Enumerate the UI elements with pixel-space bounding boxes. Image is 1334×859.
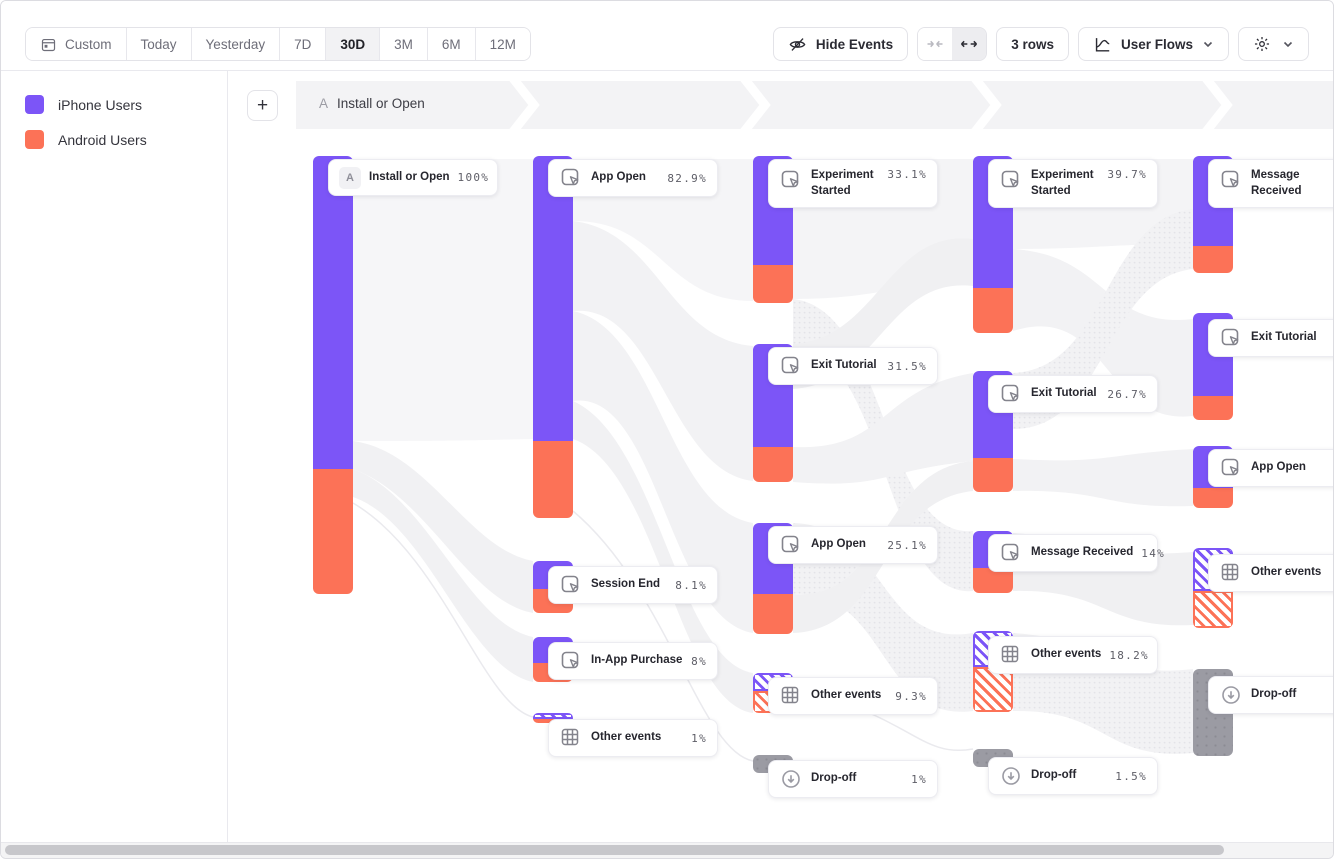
drop-off-card[interactable]: Drop-off 1.5% (988, 757, 1158, 795)
flow-step-banner (296, 74, 1333, 136)
event-card-exit-tutorial[interactable]: Exit Tutorial (1208, 319, 1333, 357)
event-click-icon (779, 533, 803, 557)
date-range-7d[interactable]: 7D (280, 28, 327, 60)
date-range-6m[interactable]: 6M (427, 28, 476, 60)
date-range-30d[interactable]: 30D (326, 28, 381, 60)
event-card-app-open[interactable]: App Open 82.9% (548, 159, 718, 197)
android-users-swatch (25, 130, 44, 149)
node-bar (313, 156, 353, 594)
event-click-icon (999, 382, 1023, 406)
collapse-columns-button[interactable] (918, 28, 953, 60)
drop-off-icon (1219, 683, 1243, 707)
add-step-button[interactable]: + (247, 90, 278, 121)
drop-off-card[interactable]: Drop-off (1208, 676, 1333, 714)
drop-off-card[interactable]: Drop-off 1% (768, 760, 938, 798)
event-click-icon (559, 573, 583, 597)
date-range-today[interactable]: Today (126, 28, 192, 60)
flow-start-breadcrumb[interactable]: A Install or Open (319, 96, 425, 111)
event-card-exit-tutorial[interactable]: Exit Tutorial 31.5% (768, 347, 938, 385)
chevron-down-icon (1283, 41, 1293, 48)
arrows-expand-icon (961, 40, 978, 48)
event-click-icon (779, 168, 803, 192)
eye-off-icon (789, 37, 806, 51)
date-range-3m[interactable]: 3M (380, 28, 428, 60)
event-click-icon (1219, 456, 1243, 480)
event-card-experiment-started[interactable]: Experiment Started 39.7% (988, 159, 1158, 209)
chevron-down-icon (1203, 41, 1213, 48)
rows-button[interactable]: 3 rows (996, 27, 1069, 61)
event-click-icon (1219, 168, 1243, 192)
date-range-selector: Custom Today Yesterday 7D 30D 3M 6M 12M (25, 27, 531, 61)
event-card-app-open[interactable]: App Open (1208, 449, 1333, 487)
other-events-card[interactable]: Other events 1% (548, 719, 718, 757)
toolbar: Custom Today Yesterday 7D 30D 3M 6M 12M … (1, 1, 1333, 71)
date-range-yesterday[interactable]: Yesterday (191, 28, 281, 60)
event-click-icon (559, 166, 583, 190)
event-card-exit-tutorial[interactable]: Exit Tutorial 26.7% (988, 375, 1158, 413)
flow-canvas: + A Install or Open (228, 71, 1333, 842)
gear-icon (1254, 36, 1270, 52)
event-click-icon (779, 354, 803, 378)
step-a-badge: A (339, 166, 361, 189)
node-bar (533, 156, 573, 518)
legend-item-iphone-users[interactable]: iPhone Users (25, 95, 142, 114)
grid-icon (1219, 561, 1243, 585)
grid-icon (999, 643, 1023, 667)
legend-item-android-users[interactable]: Android Users (25, 130, 147, 149)
chevron-banner-graphic (296, 74, 1333, 136)
view-selector-button[interactable]: User Flows (1077, 27, 1229, 61)
event-click-icon (999, 541, 1023, 565)
step-title: Install or Open (337, 96, 425, 111)
event-card-app-open[interactable]: App Open 25.1% (768, 526, 938, 564)
date-range-custom[interactable]: Custom (26, 28, 127, 60)
other-events-card[interactable]: Other events (1208, 554, 1333, 592)
other-events-card[interactable]: Other events 9.3% (768, 677, 938, 715)
grid-icon (779, 684, 803, 708)
calendar-icon (41, 38, 56, 51)
event-card-install-or-open[interactable]: A Install or Open 100% (328, 159, 498, 196)
event-card-in-app-purchase[interactable]: In-App Purchase 8% (548, 642, 718, 680)
settings-button[interactable] (1238, 27, 1309, 61)
drop-off-icon (999, 764, 1023, 788)
iphone-users-swatch (25, 95, 44, 114)
hide-events-button[interactable]: Hide Events (772, 27, 909, 61)
arrows-collapse-icon (927, 40, 943, 48)
legend-sidebar: iPhone Users Android Users (1, 71, 228, 842)
flow-chart-icon (1095, 37, 1110, 52)
event-card-experiment-started[interactable]: Experiment Started 33.1% (768, 159, 938, 209)
event-click-icon (999, 168, 1023, 192)
expand-columns-button[interactable] (952, 28, 987, 60)
column-width-toggle (917, 27, 988, 61)
horizontal-scrollbar-thumb[interactable] (5, 845, 1224, 855)
drop-off-icon (779, 767, 803, 791)
date-range-12m[interactable]: 12M (475, 28, 530, 60)
grid-icon (559, 726, 583, 750)
toolbar-right: Hide Events 3 rows (772, 27, 1309, 61)
step-letter: A (319, 96, 329, 111)
event-card-message-received[interactable]: Message Received (1208, 159, 1333, 209)
other-events-card[interactable]: Other events 18.2% (988, 636, 1158, 674)
event-click-icon (559, 649, 583, 673)
horizontal-scrollbar-track[interactable] (1, 842, 1333, 858)
event-card-session-end[interactable]: Session End 8.1% (548, 566, 718, 604)
event-card-message-received[interactable]: Message Received 14% (988, 534, 1164, 572)
event-click-icon (1219, 326, 1243, 350)
